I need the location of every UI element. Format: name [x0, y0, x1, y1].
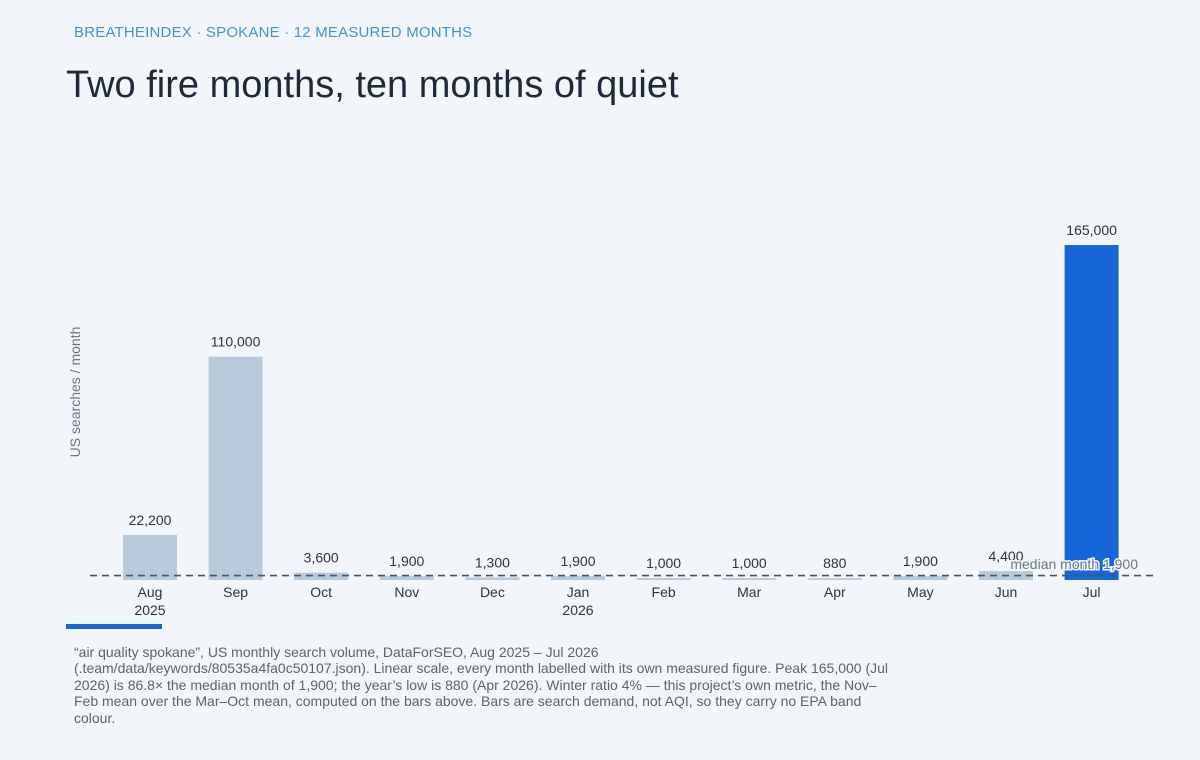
bar-mar	[722, 578, 777, 580]
x-tick-label: Nov	[394, 584, 419, 600]
value-label: 1,900	[560, 553, 595, 569]
bar-dec	[465, 577, 520, 580]
value-label: 110,000	[211, 334, 261, 350]
bar-aug	[123, 534, 177, 580]
accent-rule	[66, 624, 162, 629]
value-label: 1,900	[389, 553, 424, 569]
bar-may	[893, 576, 948, 580]
x-tick-label: Mar	[737, 584, 761, 600]
x-tick-year-label: 2025	[134, 602, 165, 618]
bar-apr	[807, 578, 862, 580]
value-label: 22,200	[129, 512, 172, 528]
x-tick-label: Dec	[480, 584, 505, 600]
x-tick-label: Jan	[567, 584, 590, 600]
value-label: 1,900	[903, 553, 938, 569]
bar-jan	[551, 576, 605, 580]
chart-kicker: BREATHEINDEX · SPOKANE · 12 MEASURED MON…	[74, 24, 473, 41]
value-label: 880	[823, 555, 847, 571]
x-tick-label: Jul	[1083, 584, 1101, 600]
bar-feb	[636, 578, 691, 580]
value-label: 1,000	[646, 555, 681, 571]
bar-jul	[1064, 245, 1119, 580]
x-tick-label: Jun	[995, 584, 1018, 600]
x-tick-label: Aug	[138, 584, 163, 600]
value-label: 1,300	[475, 554, 510, 570]
value-label: 1,000	[732, 555, 767, 571]
bar-nov	[379, 576, 434, 580]
bar-chart: US searches / month 22,200 Aug 2025 110,000 S…	[67, 222, 1155, 618]
bar-sep	[208, 356, 263, 580]
x-tick-label: Oct	[310, 584, 332, 600]
x-tick-label: May	[907, 584, 933, 600]
x-tick-label: Feb	[652, 584, 676, 600]
y-axis-label: US searches / month	[67, 327, 83, 458]
value-label: 4,400	[988, 548, 1023, 564]
median-label: median month 1,900	[1010, 556, 1138, 572]
value-label: 3,600	[304, 550, 339, 566]
chart-title: Two fire months, ten months of quiet	[66, 64, 679, 106]
chart-caption: “air quality spokane”, US monthly search…	[74, 644, 889, 726]
value-label: 165,000	[1066, 222, 1117, 238]
x-tick-label: Sep	[223, 584, 248, 600]
x-tick-year-label: 2026	[562, 602, 593, 618]
x-tick-label: Apr	[824, 584, 846, 600]
